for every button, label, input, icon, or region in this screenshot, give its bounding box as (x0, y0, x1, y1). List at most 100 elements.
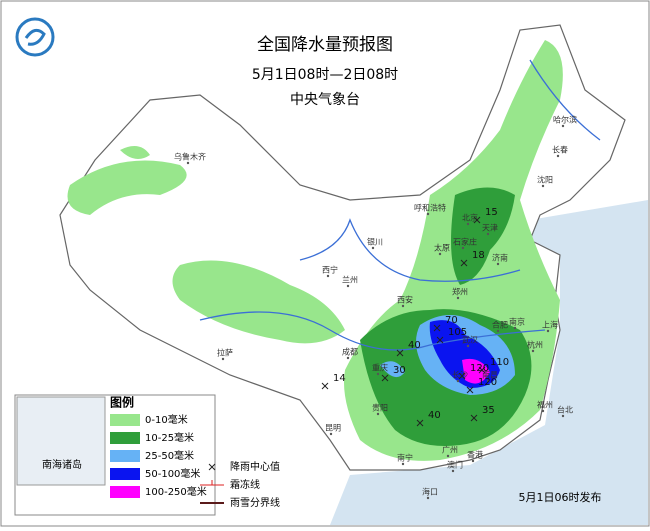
rain-center-value: 18 (472, 250, 485, 261)
city-dot (438, 252, 442, 256)
city-dot (471, 459, 475, 463)
city-dot (466, 344, 470, 348)
city-dot (456, 379, 460, 383)
city-dot (326, 274, 330, 278)
city-dot (371, 246, 375, 250)
city-dot (346, 356, 350, 360)
city-label: 西宁 (322, 265, 338, 275)
rain-center-value: 105 (448, 327, 467, 338)
city-dot (376, 372, 380, 376)
city-label: 贵阳 (372, 403, 388, 413)
city-dot (426, 212, 430, 216)
city-dot (513, 326, 517, 330)
city-label: 海口 (422, 487, 438, 497)
city-label: 昆明 (325, 424, 341, 433)
city-label: 台北 (557, 405, 573, 415)
city-dot (546, 329, 550, 333)
legend-swatch (110, 486, 140, 498)
rain-center-value: 70 (445, 315, 458, 326)
city-dot (541, 409, 545, 413)
precip-areas (67, 40, 563, 461)
city-dot (541, 184, 545, 188)
city-dot (426, 496, 430, 500)
area-25-50 (380, 361, 405, 378)
city-dot (456, 296, 460, 300)
city-label: 南宁 (397, 453, 413, 463)
city-label: 长春 (552, 145, 568, 155)
legend-label: 10-25毫米 (145, 431, 194, 444)
rain-center-value: 110 (490, 357, 509, 368)
city-label: 广州 (442, 445, 458, 455)
city-dot (561, 414, 565, 418)
city-dot (486, 232, 490, 236)
inset-label: 南海诸岛 (42, 458, 82, 471)
footer: 5月1日06时发布 (519, 490, 602, 504)
legend-title: 图例 (110, 395, 134, 410)
city-dot (446, 454, 450, 458)
cross (460, 259, 468, 267)
legend-label: 50-100毫米 (145, 467, 200, 480)
city-label: 福州 (537, 401, 553, 410)
city-label: 香港 (467, 450, 483, 460)
legend-swatch (110, 450, 140, 462)
city-label: 重庆 (372, 363, 388, 373)
city-label: 拉萨 (217, 348, 233, 358)
legend-symbol-label: 雨雪分界线 (230, 496, 280, 509)
area-100-250 (462, 358, 490, 384)
cross (416, 419, 424, 427)
cross (321, 382, 329, 390)
rain-center-value: 120 (478, 377, 497, 388)
area-0-10 (120, 146, 150, 159)
sea (330, 200, 648, 525)
city-dot (461, 246, 465, 250)
issuer: 中央气象台 (290, 92, 360, 108)
city-dot (401, 304, 405, 308)
city-dot (486, 379, 490, 383)
city-label: 银川 (367, 237, 383, 247)
rivers (199, 59, 601, 351)
logo-mark (24, 28, 46, 46)
rain-center-value: 120 (470, 363, 489, 374)
city-label: 北京 (462, 213, 478, 223)
legend-swatch (110, 468, 140, 480)
city-dot (329, 432, 333, 436)
area-0-10 (172, 260, 345, 344)
city-label: 天津 (482, 223, 498, 233)
city-label: 济南 (492, 253, 508, 263)
cross (473, 216, 481, 224)
cross (458, 372, 466, 380)
city-dot (496, 329, 500, 333)
rain-center-value: 14 (333, 373, 346, 384)
title: 全国降水量预报图 (257, 35, 393, 55)
city-label: 西安 (397, 295, 413, 305)
legend-label: 100-250毫米 (145, 485, 207, 498)
city-label: 乌鲁木齐 (174, 152, 206, 162)
city-label: 南昌 (482, 370, 498, 380)
legend-label: 25-50毫米 (145, 449, 194, 462)
city-dot (466, 222, 470, 226)
cross (396, 349, 404, 357)
cross (208, 463, 216, 471)
city-dot (451, 469, 455, 473)
city-label: 合肥 (492, 320, 508, 330)
city-dot (561, 124, 565, 128)
city-label: 太原 (434, 243, 450, 253)
city-dot (401, 462, 405, 466)
cross (470, 414, 478, 422)
rain-center-value: 15 (485, 207, 498, 218)
city-label: 武汉 (462, 335, 478, 345)
rain-center-value: 40 (428, 410, 441, 421)
logo (15, 17, 55, 57)
period: 5月1日08时—2日08时 (252, 67, 398, 83)
city-label: 哈尔滨 (553, 115, 577, 125)
city-dot (186, 161, 190, 165)
city-dot (496, 262, 500, 266)
cross (433, 324, 441, 332)
cross (466, 386, 474, 394)
cross (436, 336, 444, 344)
city-label: 澳门 (447, 460, 463, 470)
city-label: 郑州 (452, 287, 468, 297)
city-label: 南京 (509, 317, 525, 327)
rain-center-value: 30 (393, 365, 406, 376)
